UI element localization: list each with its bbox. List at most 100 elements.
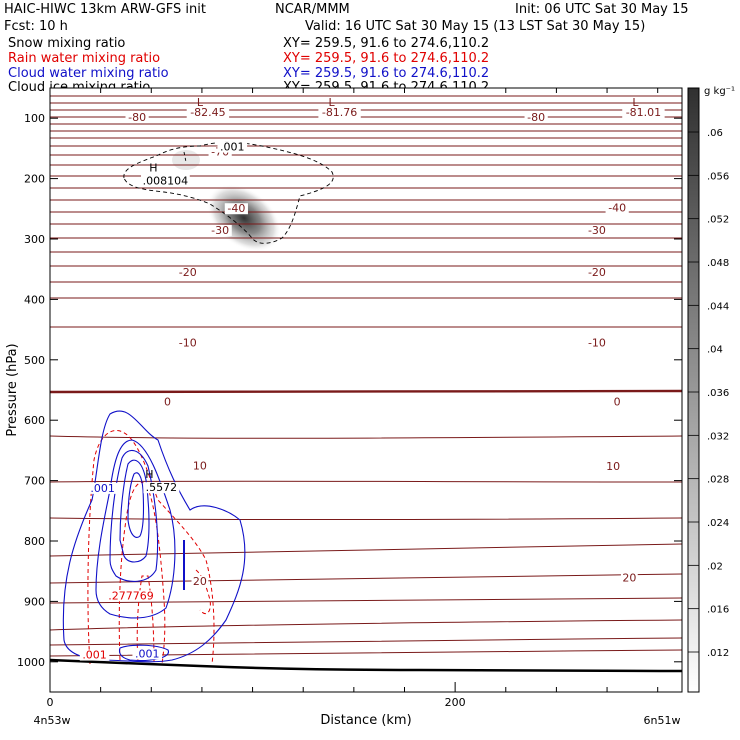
cloud-water-contour-inner [127, 472, 145, 538]
colorbar-tick-label: .02 [707, 561, 723, 572]
rain-contour [118, 482, 166, 665]
x-endpoint-right: 6n51w [644, 714, 681, 727]
contour-label-bg [611, 396, 623, 408]
legend-cloud-water-label: Cloud water mixing ratio [8, 66, 169, 81]
isotherm [50, 435, 682, 439]
contour-label: 20 [193, 575, 207, 588]
contour-label-bg [318, 107, 361, 118]
contour-label: -82.45 [190, 106, 225, 119]
plot-frame [49, 87, 683, 693]
legend-rain-xy: XY= 259.5, 91.6 to 274.6,110.2 [283, 51, 489, 66]
y-tick-label: 700 [24, 475, 45, 488]
contour-label: -80 [128, 111, 146, 124]
contour-label-bg [176, 267, 200, 279]
colorbar-tick-label: .024 [707, 518, 729, 529]
contour-label-bg [176, 337, 200, 349]
contour-label-bg [191, 575, 209, 587]
x-tick-label: 200 [445, 696, 466, 709]
cloud-water-contour [119, 459, 150, 563]
legend-rain-label: Rain water mixing ratio [8, 51, 160, 66]
legend-cloud-water-xy: XY= 259.5, 91.6 to 274.6,110.2 [283, 66, 489, 81]
contour-label: -80 [527, 111, 545, 124]
contour-label-bg [79, 649, 110, 661]
y-tick-label: 800 [24, 535, 45, 548]
y-axis-label: Pressure (hPa) [5, 343, 20, 436]
y-tick-label: 400 [24, 293, 45, 306]
colorbar-tick-label: .036 [707, 388, 729, 399]
legend-snow-xy: XY= 259.5, 91.6 to 274.6,110.2 [283, 36, 489, 51]
colorbar-tick-label: .032 [707, 431, 729, 442]
contour-label: -30 [588, 224, 606, 237]
contour-label: -30 [211, 224, 229, 237]
y-tick-label: 1000 [17, 656, 45, 669]
contour-label: .008104 [143, 174, 189, 187]
colorbar-tick-label: .052 [707, 215, 729, 226]
high-marker: H [149, 161, 157, 174]
y-tick-label: 500 [24, 354, 45, 367]
colorbar-tick-label: .04 [707, 345, 723, 356]
cloud-water-contour [109, 449, 159, 582]
colorbar-unit: g kg⁻¹ [704, 86, 735, 97]
contour-label-bg [143, 482, 180, 494]
cloud-ice-contour-small [183, 151, 187, 163]
contour-label: -20 [588, 266, 606, 279]
contour-label-bg [186, 107, 230, 118]
init-time: Init: 06 UTC Sat 30 May 15 [515, 2, 689, 17]
low-marker: L [632, 96, 639, 109]
contour-label: 20 [622, 571, 636, 584]
x-axis-label: Distance (km) [320, 713, 411, 728]
y-tick-label: 300 [24, 233, 45, 246]
contour-label: -81.01 [626, 106, 661, 119]
isotherm [50, 480, 682, 483]
institution: NCAR/MMM [275, 2, 350, 17]
x-tick-label: 0 [47, 696, 54, 709]
contour-label: 10 [606, 460, 620, 473]
contour-label: -10 [179, 336, 197, 349]
colorbar-tick-label: .016 [707, 605, 729, 616]
y-tick-label: 100 [24, 112, 45, 125]
colorbar-tick-label: .012 [707, 648, 729, 659]
contour-label-bg [622, 107, 665, 118]
contour-label-bg [106, 590, 156, 602]
y-tick-label: 200 [24, 173, 45, 186]
colorbar [687, 87, 700, 693]
rain-contour [136, 575, 155, 663]
contour-label-bg [208, 224, 232, 236]
x-endpoint-left: 4n53w [34, 714, 71, 727]
contour-label: .277769 [108, 589, 154, 602]
y-tick-label: 600 [24, 414, 45, 427]
contour-label: -20 [179, 266, 197, 279]
contour-label-bg [604, 461, 622, 473]
contour-label: -40 [608, 202, 626, 215]
cloud-ice-contour [123, 141, 334, 244]
contour-label-bg [87, 482, 118, 494]
y-tick-label: 900 [24, 595, 45, 608]
contour-label: -40 [227, 202, 245, 215]
contour-label: -10 [588, 336, 606, 349]
forecast-hour: Fcst: 10 h [4, 19, 68, 34]
rain-contour [195, 569, 211, 615]
contour-label-bg [585, 267, 609, 279]
contour-label: .5572 [146, 481, 178, 494]
contour-label: .001 [220, 141, 245, 154]
contour-label: .001 [90, 482, 115, 495]
contour-label-bg [162, 396, 173, 408]
contour-label: 0 [164, 395, 171, 408]
contour-label-bg [620, 572, 638, 584]
low-marker: L [197, 96, 204, 109]
colorbar-tick-label: .06 [707, 128, 723, 139]
contour-label-bg [140, 175, 190, 187]
contour-label-bg [585, 224, 609, 236]
contour-label-bg [217, 141, 248, 153]
colorbar-tick-label: .028 [707, 475, 729, 486]
isotherm [50, 649, 682, 657]
contour-label-bg [224, 203, 248, 215]
legend-snow-label: Snow mixing ratio [8, 36, 125, 51]
colorbar-tick-label: .056 [707, 171, 729, 182]
low-marker: L [329, 96, 336, 109]
colorbar-ticks: .012 .016 .02 .024 .028 .032 .036 .04 .044 .048 .0… [688, 128, 729, 659]
contour-label-bg [191, 460, 209, 472]
contour-label-bg [125, 112, 149, 124]
